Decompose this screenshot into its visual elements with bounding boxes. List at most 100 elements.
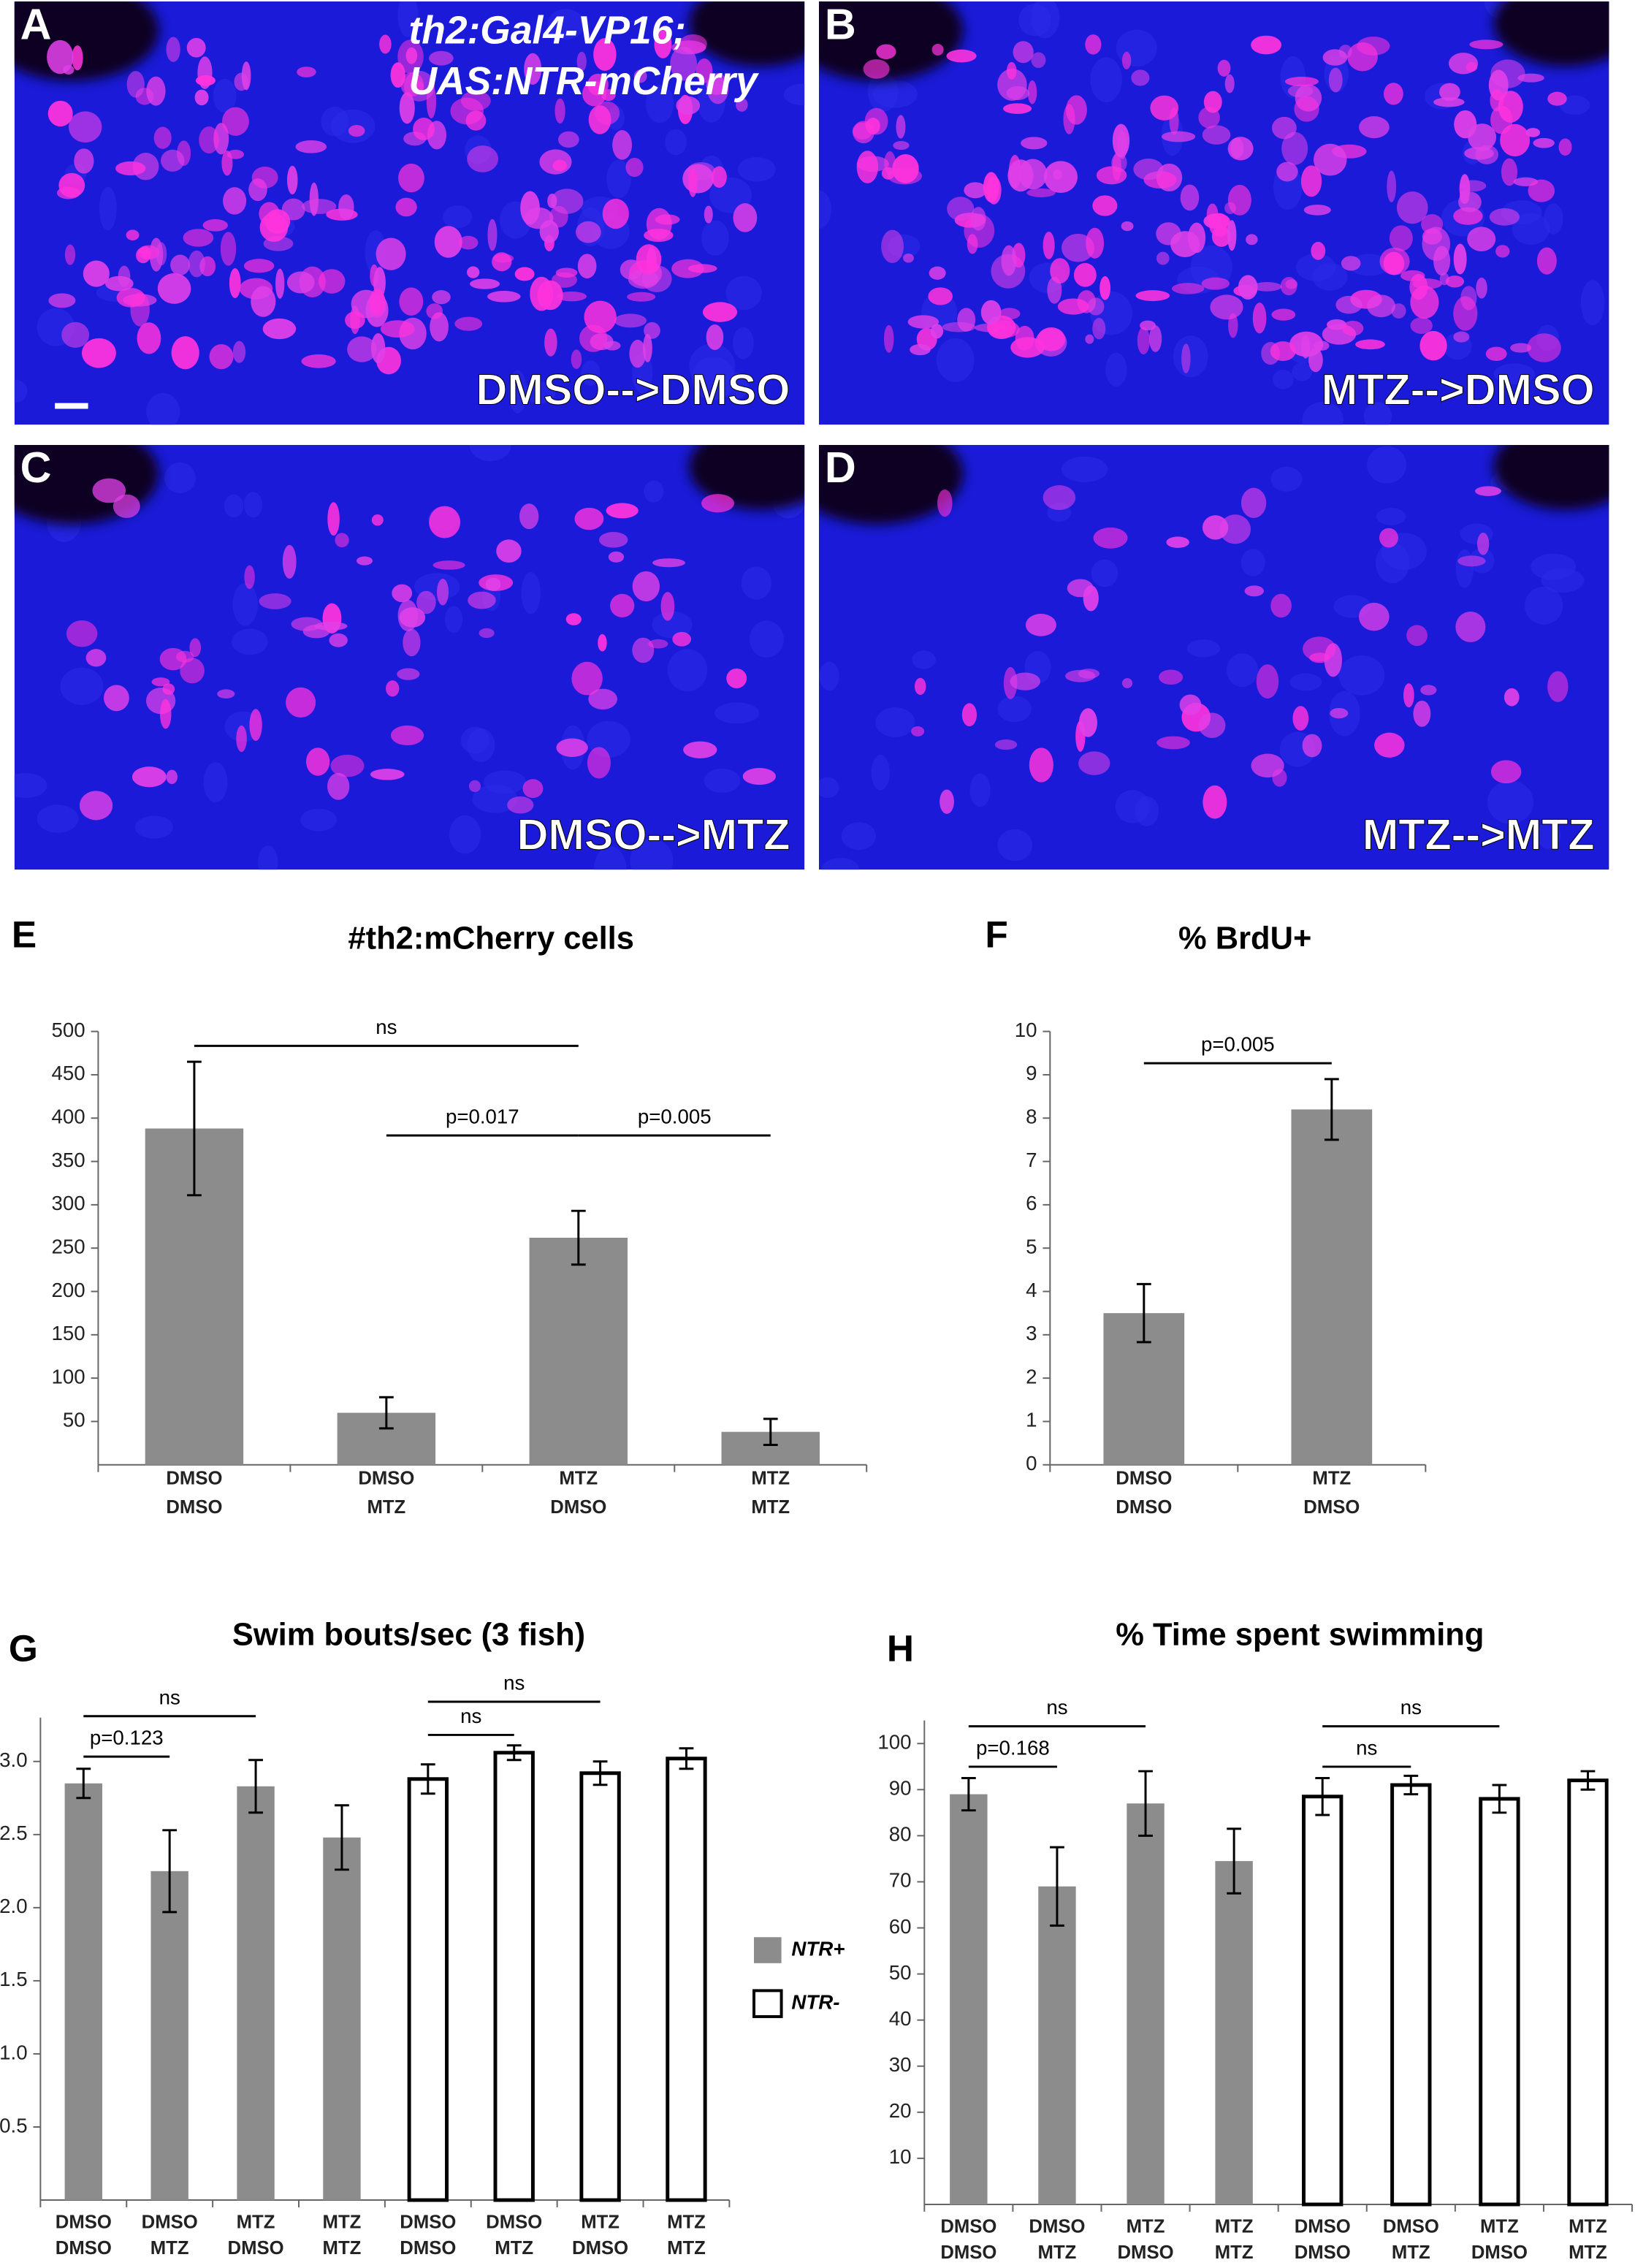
cell xyxy=(1533,137,1555,148)
legend-label: NTR+ xyxy=(791,1937,845,1960)
nucleus xyxy=(644,480,664,503)
significance-label: ns xyxy=(460,1705,481,1727)
cell xyxy=(305,747,330,776)
cell xyxy=(189,638,202,658)
cell xyxy=(1073,263,1097,287)
cell xyxy=(1547,671,1569,702)
cell xyxy=(726,668,747,688)
y-tick-label: 8 xyxy=(1026,1106,1037,1128)
nucleus xyxy=(1455,549,1474,588)
nucleus xyxy=(997,829,1032,861)
cell xyxy=(1300,335,1311,359)
nucleus xyxy=(203,762,228,803)
cell xyxy=(209,343,234,370)
cell xyxy=(1230,137,1244,159)
cell xyxy=(116,288,145,308)
cell xyxy=(159,699,172,729)
cell xyxy=(574,507,604,530)
nucleus xyxy=(1312,263,1348,291)
y-tick-label: 5 xyxy=(1026,1235,1037,1257)
cell xyxy=(85,649,107,667)
bar xyxy=(1038,1886,1076,2204)
cell xyxy=(1170,231,1200,257)
cell xyxy=(220,232,237,266)
dark-region xyxy=(689,444,805,510)
cell xyxy=(1495,245,1510,258)
cell xyxy=(550,189,584,214)
cell xyxy=(1018,159,1048,190)
cell xyxy=(565,613,582,625)
cell xyxy=(1093,527,1128,549)
cell xyxy=(347,336,377,362)
cell xyxy=(1500,123,1531,157)
panel-caption: th2:Gal4-VP16; xyxy=(409,9,687,53)
nucleus xyxy=(704,768,741,794)
micrograph xyxy=(14,1,805,425)
cell xyxy=(194,89,209,106)
cell xyxy=(967,234,978,254)
cell xyxy=(940,789,954,814)
cell xyxy=(83,260,110,287)
x-tick-label: DMSO xyxy=(550,1497,606,1518)
x-tick-label: DMSO xyxy=(400,2212,456,2232)
bar xyxy=(666,1757,707,2202)
panel-label: DMSO-->DMSO xyxy=(476,365,790,414)
cell xyxy=(395,197,417,217)
dark-region xyxy=(689,1,805,66)
panel-letter: B xyxy=(825,0,856,48)
nucleus xyxy=(749,620,784,658)
cell xyxy=(1021,137,1048,150)
cell xyxy=(432,290,451,305)
cell xyxy=(1328,67,1343,93)
cell xyxy=(1006,61,1017,80)
cell xyxy=(58,172,85,198)
panel-label: MTZ-->DMSO xyxy=(1322,365,1595,414)
cell xyxy=(1490,59,1525,88)
cell xyxy=(1453,207,1483,225)
cell xyxy=(1251,282,1282,292)
cell xyxy=(571,661,603,696)
nucleus xyxy=(665,129,687,156)
cell xyxy=(487,291,521,302)
y-tick-label: 500 xyxy=(51,1019,85,1041)
bar xyxy=(237,1786,275,2201)
cell xyxy=(1219,514,1251,544)
cell xyxy=(69,111,102,143)
cell xyxy=(1503,688,1520,707)
cell xyxy=(660,592,675,621)
cell xyxy=(606,503,639,519)
cell xyxy=(1342,320,1364,336)
cell xyxy=(593,38,617,72)
cell xyxy=(1453,296,1478,331)
y-tick-label: 70 xyxy=(889,1869,912,1892)
cell xyxy=(1510,343,1532,353)
nucleus xyxy=(1302,402,1344,425)
cell xyxy=(1228,313,1238,338)
cell xyxy=(554,98,565,124)
cell xyxy=(397,668,420,680)
dark-region xyxy=(818,1,964,81)
cell xyxy=(1468,123,1497,151)
cell xyxy=(1281,132,1308,165)
nucleus xyxy=(1363,402,1392,425)
cell xyxy=(852,122,873,140)
cell xyxy=(468,780,481,792)
nucleus xyxy=(1338,655,1385,696)
nucleus xyxy=(997,696,1032,723)
error-bar xyxy=(1136,1282,1151,1344)
cell xyxy=(1469,39,1503,50)
nucleus xyxy=(213,79,237,113)
cell xyxy=(695,58,713,83)
cell xyxy=(1453,331,1470,343)
x-tick-label: DMSO xyxy=(940,2216,996,2237)
cell xyxy=(115,161,146,176)
cell xyxy=(556,738,588,758)
cell xyxy=(1490,760,1522,784)
nucleus xyxy=(581,360,601,386)
x-tick-label: MTZ xyxy=(1215,2216,1254,2237)
cell xyxy=(104,685,129,712)
x-tick-label: DMSO xyxy=(1116,1468,1172,1488)
cell xyxy=(118,265,131,287)
cell xyxy=(1137,327,1150,355)
